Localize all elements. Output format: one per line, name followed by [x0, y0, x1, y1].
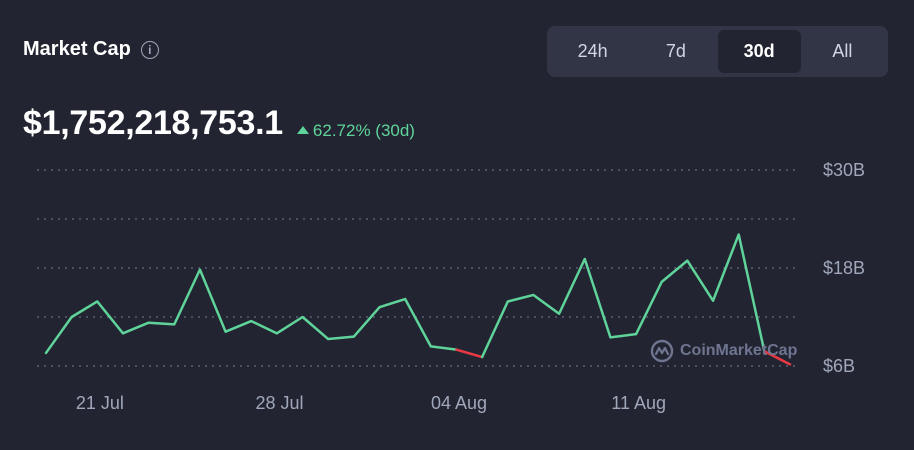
y-tick-label: $30B — [823, 160, 865, 180]
x-tick-label: 21 Jul — [76, 393, 124, 413]
tab-7d[interactable]: 7d — [665, 41, 686, 61]
market-cap-title: Market Cap — [23, 38, 131, 60]
info-icon[interactable]: i — [140, 40, 159, 59]
x-tick-label: 11 Aug — [611, 393, 666, 413]
watermark: CoinMarketCap — [650, 339, 797, 363]
y-tick-label: $6B — [823, 356, 855, 376]
y-tick-label: $18B — [823, 258, 865, 278]
triangle-up-icon — [296, 126, 309, 134]
time-range-tabs: 24h 7d 30d All — [547, 26, 888, 77]
series-line-down — [763, 350, 792, 366]
market-cap-value: $1,752,218,753.1 — [23, 104, 283, 142]
tab-30d[interactable]: 30d — [717, 30, 801, 73]
coinmarketcap-logo-icon — [650, 339, 674, 363]
summary-row: $1,752,218,753.1 62.72% (30d) — [23, 104, 415, 143]
tab-24h[interactable]: 24h — [577, 41, 608, 61]
change-badge: 62.72% (30d) — [296, 121, 415, 141]
x-tick-label: 04 Aug — [431, 393, 487, 413]
watermark-text: CoinMarketCap — [680, 342, 798, 359]
market-cap-header: Market Cap i — [23, 38, 159, 61]
change-text: 62.72% (30d) — [312, 121, 415, 140]
series-line-down — [455, 348, 484, 359]
series-line-up — [44, 268, 458, 355]
tab-all[interactable]: All — [832, 41, 853, 61]
series-line-up — [480, 233, 766, 359]
x-tick-label: 28 Jul — [255, 393, 303, 413]
